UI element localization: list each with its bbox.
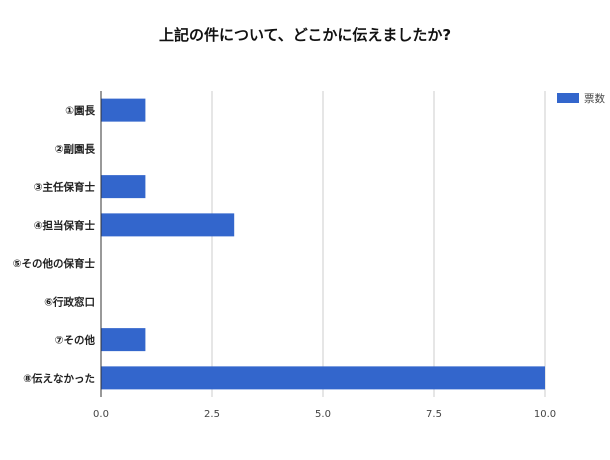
category-label: ①園長 — [65, 105, 95, 117]
category-label: ⑦その他 — [55, 334, 96, 347]
category-label: ⑤その他の保育士 — [13, 257, 96, 270]
x-tick-label: 2.5 — [204, 409, 220, 420]
category-label: ②副園長 — [55, 142, 96, 155]
x-tick-label: 5.0 — [315, 409, 331, 420]
bar — [101, 213, 235, 237]
x-tick-labels: 0.0 2.5 5.0 7.5 10.0 — [93, 409, 556, 420]
legend: 票数 — [557, 92, 605, 105]
x-tick-label: 10.0 — [534, 409, 556, 420]
category-labels: ①園長 ②副園長 ③主任保育士 ④担当保育士 ⑤その他の保育士 ⑥行政窓口 ⑦その他 ⑧伝えな… — [13, 105, 96, 385]
chart-title: 上記の件について、どこかに伝えましたか? — [159, 26, 451, 44]
category-label: ⑧伝えなかった — [23, 372, 95, 385]
bar — [101, 175, 146, 199]
bar — [101, 328, 146, 352]
grid-lines — [211, 91, 546, 397]
category-label: ④担当保育士 — [34, 219, 96, 232]
category-label: ⑥行政窓口 — [44, 295, 95, 308]
legend-swatch — [557, 93, 579, 103]
x-tick-label: 7.5 — [426, 409, 442, 420]
x-tick-label: 0.0 — [93, 409, 109, 420]
bar-series — [101, 98, 545, 390]
legend-label: 票数 — [584, 92, 605, 105]
bar — [101, 98, 146, 122]
bar — [101, 366, 545, 390]
category-label: ③主任保育士 — [34, 181, 96, 194]
